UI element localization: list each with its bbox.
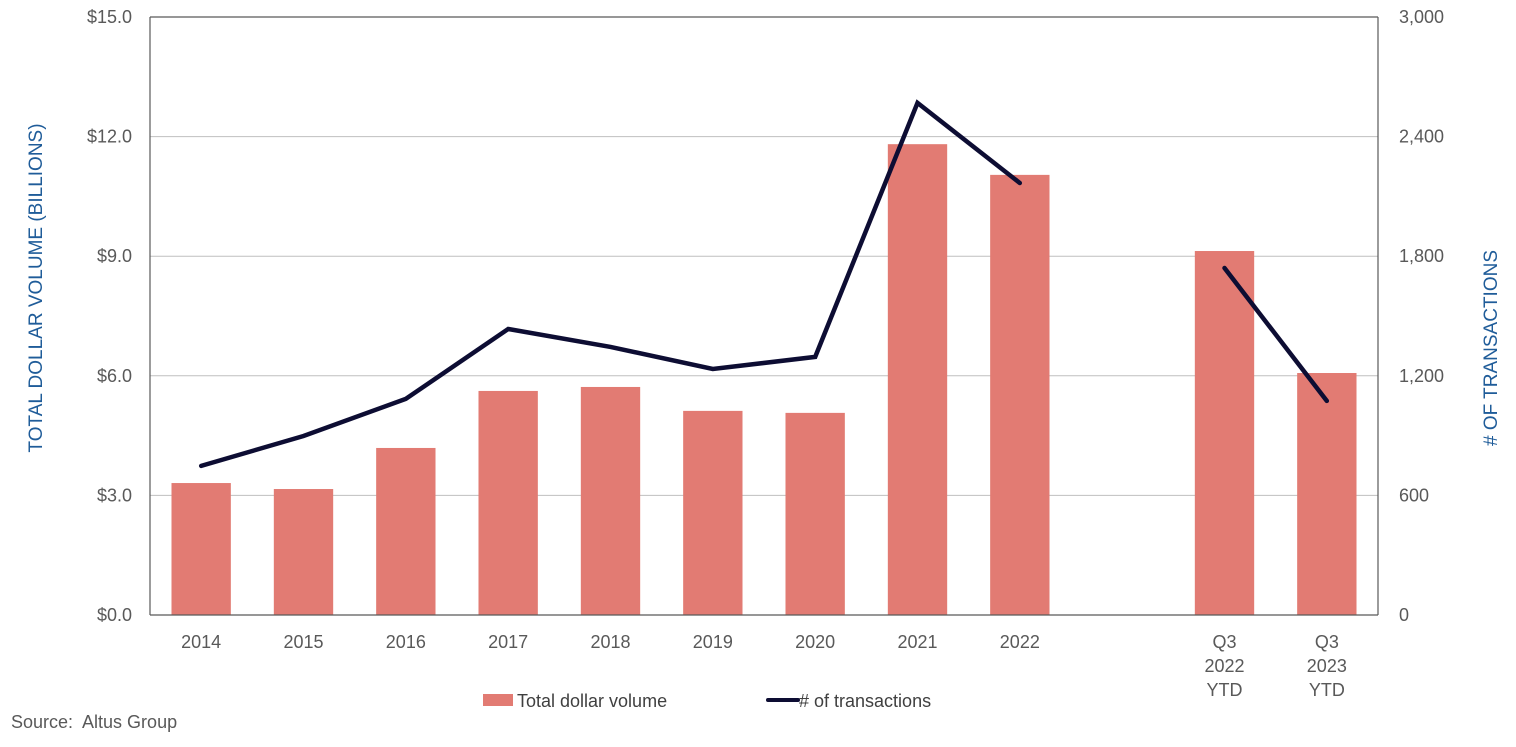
left-tick-label: $15.0	[87, 7, 132, 27]
bar-2021	[887, 144, 948, 615]
x-tick-label: 2022	[1000, 632, 1040, 652]
right-tick-label: 1,800	[1399, 246, 1444, 266]
right-tick-label: 3,000	[1399, 7, 1444, 27]
bar-q3-2023-ytd	[1297, 373, 1357, 615]
right-tick-label: 1,200	[1399, 366, 1444, 386]
legend-label-bar: Total dollar volume	[517, 691, 667, 711]
x-tick-label: 2015	[283, 632, 323, 652]
bar-2020	[785, 412, 845, 615]
x-tick-label: Q3 2023 YTD	[1307, 632, 1347, 700]
x-tick-label: 2021	[897, 632, 937, 652]
left-tick-label: $12.0	[87, 127, 132, 147]
bar-2018	[580, 386, 641, 615]
right-axis-tick-labels: 0 600 1,200 1,800 2,400 3,000	[1399, 7, 1444, 625]
x-axis-tick-labels: 2014 2015 2016 2017 2018 2019 2020 2021 2022 Q3 20…	[181, 632, 1347, 700]
left-tick-label: $9.0	[97, 246, 132, 266]
transactions-line-segment-2	[1222, 265, 1330, 404]
left-tick-label: $0.0	[97, 605, 132, 625]
x-tick-label: 2019	[693, 632, 733, 652]
legend: Total dollar volume # of transactions	[483, 691, 931, 711]
bar-2015	[273, 489, 334, 615]
right-tick-label: 0	[1399, 605, 1409, 625]
left-axis-title: TOTAL DOLLAR VOLUME (BILLIONS)	[26, 123, 47, 452]
bar-2017	[478, 390, 538, 615]
bar-series-total-dollar-volume	[171, 144, 1357, 615]
bar-2019	[683, 410, 743, 615]
bar-2016	[376, 447, 436, 615]
bar-2022	[990, 174, 1050, 615]
right-axis-title: # OF TRANSACTIONS	[1481, 250, 1502, 446]
right-tick-label: 600	[1399, 485, 1429, 505]
left-tick-label: $6.0	[97, 366, 132, 386]
x-tick-label: 2014	[181, 632, 221, 652]
x-tick-label: 2017	[488, 632, 528, 652]
line-series-transactions	[198, 99, 1330, 469]
x-tick-label: 2020	[795, 632, 835, 652]
legend-swatch-bar	[483, 694, 513, 706]
x-tick-label: Q3 2022 YTD	[1204, 632, 1244, 700]
x-tick-label: 2016	[386, 632, 426, 652]
bar-2014	[171, 483, 231, 615]
left-tick-label: $3.0	[97, 485, 132, 505]
bar-q3-2022-ytd	[1194, 251, 1255, 615]
left-axis-tick-labels: $0.0 $3.0 $6.0 $9.0 $12.0 $15.0	[87, 7, 132, 625]
source-note: Source: Altus Group	[11, 712, 178, 732]
legend-label-line: # of transactions	[799, 691, 931, 711]
axes	[149, 16, 1379, 616]
right-tick-label: 2,400	[1399, 127, 1444, 147]
x-tick-label: 2018	[590, 632, 630, 652]
